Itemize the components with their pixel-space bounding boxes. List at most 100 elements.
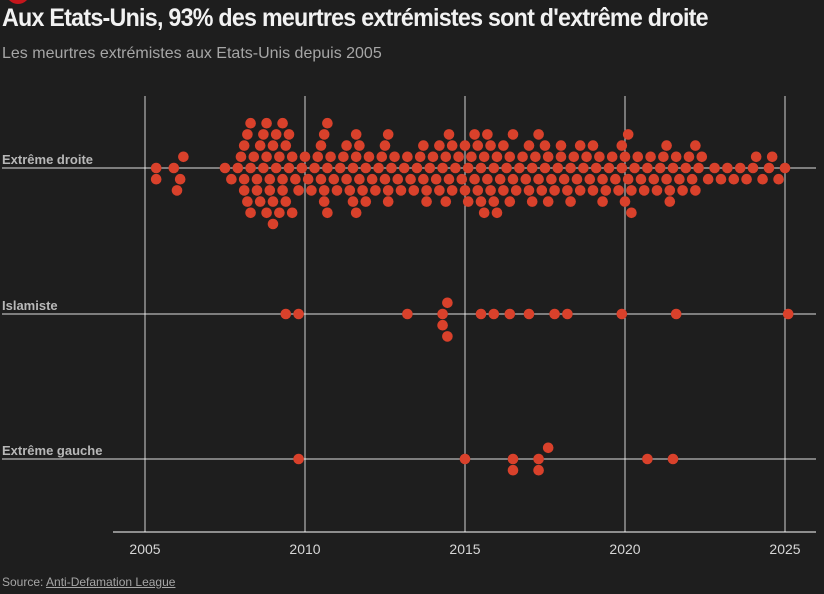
- data-point: [469, 129, 480, 140]
- data-point: [168, 162, 180, 174]
- data-point: [722, 162, 733, 174]
- data-point: [549, 308, 560, 320]
- data-point: [283, 129, 295, 140]
- data-point: [555, 140, 567, 151]
- data-point: [315, 140, 327, 151]
- data-point: [539, 140, 551, 151]
- data-point: [578, 162, 589, 174]
- data-point: [459, 185, 471, 196]
- data-point: [446, 140, 458, 151]
- data-point: [642, 453, 653, 465]
- data-point: [610, 173, 621, 185]
- data-point: [414, 151, 426, 163]
- data-point: [558, 173, 570, 185]
- category-label: Extrême gauche: [2, 443, 102, 458]
- data-point: [379, 173, 391, 185]
- data-point: [526, 196, 538, 207]
- data-point: [488, 162, 500, 174]
- data-point: [597, 173, 608, 185]
- data-point: [661, 173, 672, 185]
- data-point: [280, 196, 292, 207]
- data-point: [437, 319, 448, 331]
- data-point: [389, 151, 400, 163]
- data-point: [603, 162, 615, 174]
- data-point: [283, 162, 295, 174]
- data-point: [261, 117, 272, 129]
- data-point: [277, 173, 288, 185]
- data-point: [555, 151, 567, 163]
- data-point: [677, 185, 688, 196]
- data-point: [491, 207, 503, 219]
- data-point: [360, 196, 372, 207]
- data-point: [523, 308, 535, 320]
- data-point: [670, 151, 682, 163]
- data-point: [309, 162, 320, 174]
- data-point: [485, 185, 496, 196]
- data-point: [267, 218, 279, 230]
- data-point: [590, 162, 602, 174]
- data-point: [453, 151, 464, 163]
- data-point: [341, 173, 352, 185]
- data-point: [494, 173, 506, 185]
- data-point: [779, 162, 791, 174]
- data-point: [258, 129, 269, 140]
- data-point: [606, 151, 618, 163]
- data-point: [533, 129, 544, 140]
- data-point: [523, 140, 535, 151]
- data-point: [587, 185, 599, 196]
- data-point: [382, 129, 394, 140]
- data-point: [664, 185, 676, 196]
- data-point: [334, 162, 346, 174]
- data-point: [315, 173, 327, 185]
- data-point: [539, 162, 551, 174]
- data-point: [616, 162, 628, 174]
- data-point: [264, 185, 276, 196]
- data-point: [178, 151, 189, 163]
- data-point: [442, 331, 453, 342]
- data-point: [261, 151, 272, 163]
- data-point: [232, 162, 244, 174]
- data-point: [574, 140, 586, 151]
- data-point: [574, 185, 586, 196]
- data-point: [549, 185, 560, 196]
- data-point: [440, 151, 452, 163]
- data-point: [680, 162, 692, 174]
- data-point: [395, 185, 407, 196]
- data-point: [459, 453, 471, 465]
- data-point: [456, 173, 468, 185]
- data-point: [517, 151, 528, 163]
- data-point: [434, 140, 445, 151]
- data-point: [565, 162, 576, 174]
- data-point: [462, 162, 474, 174]
- data-point: [510, 185, 522, 196]
- data-point: [350, 151, 362, 163]
- data-point: [568, 151, 580, 163]
- data-point: [478, 207, 490, 219]
- data-point: [245, 207, 256, 219]
- data-point: [450, 162, 461, 174]
- data-point: [424, 162, 436, 174]
- data-point: [421, 185, 432, 196]
- source-link[interactable]: Anti-Defamation League: [46, 575, 176, 589]
- data-point: [571, 173, 583, 185]
- data-point: [507, 464, 519, 476]
- data-point: [757, 173, 768, 185]
- data-point: [267, 140, 279, 151]
- data-point: [613, 185, 624, 196]
- data-point: [763, 162, 775, 174]
- data-point: [312, 151, 324, 163]
- data-point: [350, 207, 362, 219]
- data-point: [600, 185, 612, 196]
- data-point: [488, 308, 500, 320]
- data-point: [238, 185, 250, 196]
- data-point: [462, 196, 474, 207]
- data-point: [427, 151, 439, 163]
- data-point: [402, 308, 413, 320]
- data-point: [398, 162, 410, 174]
- source-note: Source: Anti-Defamation League: [2, 575, 175, 589]
- data-point: [446, 185, 458, 196]
- data-point: [251, 173, 263, 185]
- data-point: [645, 151, 656, 163]
- data-point: [274, 207, 285, 219]
- data-point: [338, 151, 349, 163]
